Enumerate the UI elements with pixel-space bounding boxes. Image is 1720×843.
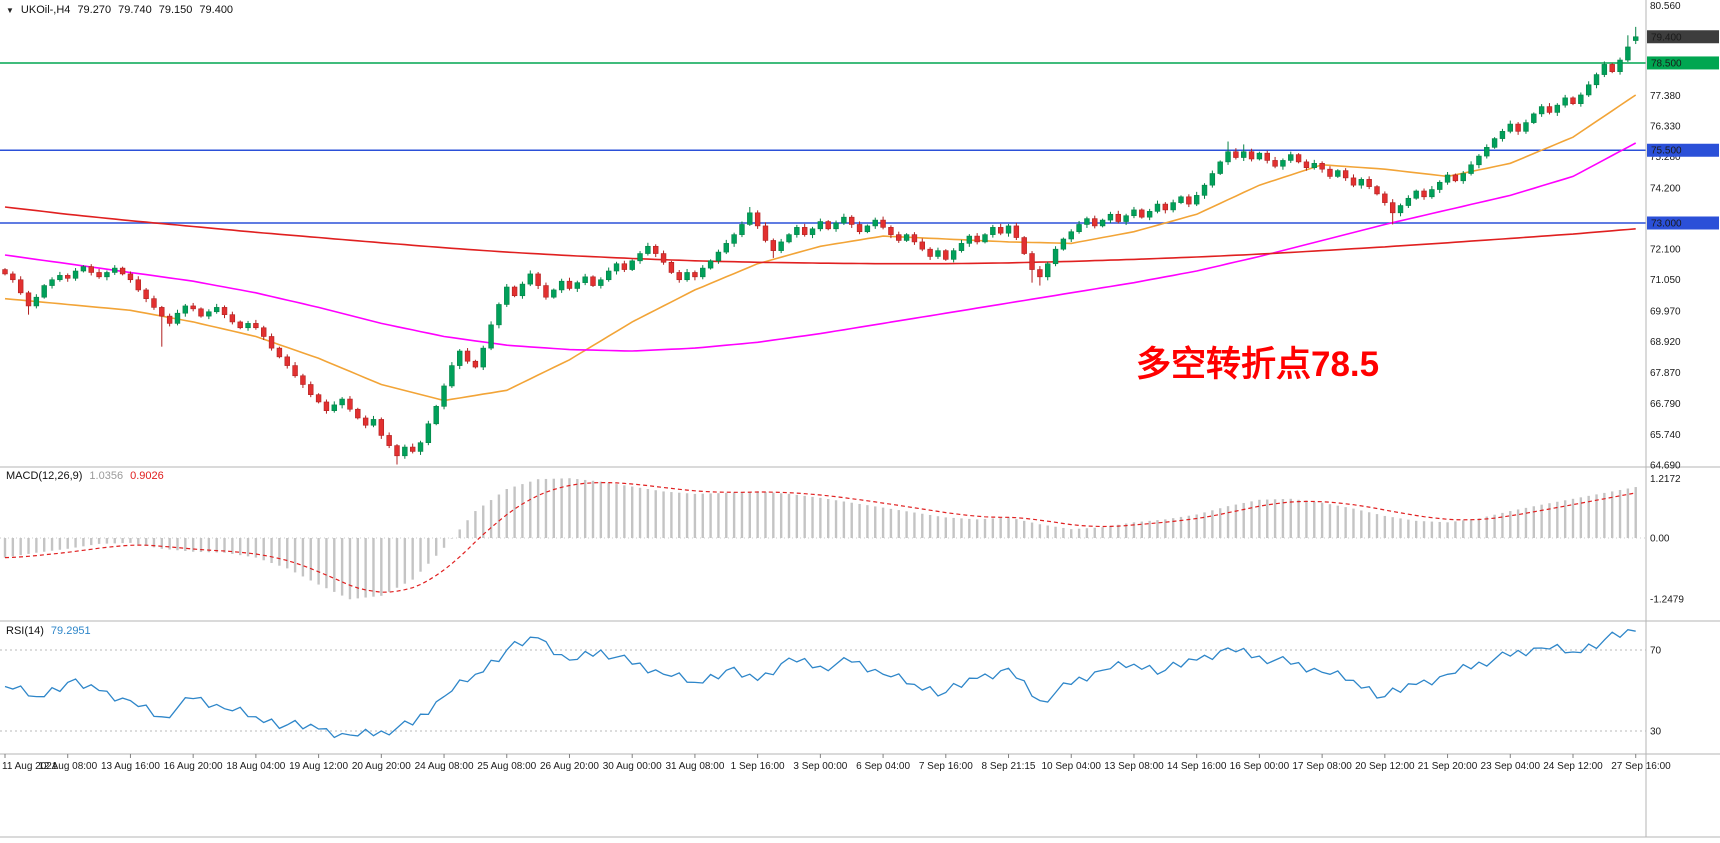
svg-text:7 Sep 16:00: 7 Sep 16:00 xyxy=(919,761,973,772)
svg-text:20 Aug 20:00: 20 Aug 20:00 xyxy=(352,761,411,772)
svg-text:70: 70 xyxy=(1650,646,1662,657)
svg-text:69.970: 69.970 xyxy=(1650,307,1681,318)
svg-text:31 Aug 08:00: 31 Aug 08:00 xyxy=(665,761,724,772)
svg-text:24 Aug 08:00: 24 Aug 08:00 xyxy=(415,761,474,772)
macd-name: MACD(12,26,9) xyxy=(6,470,83,482)
chart-annotation-text: 多空转折点78.5 xyxy=(1136,345,1380,384)
svg-text:75.280: 75.280 xyxy=(1650,152,1681,163)
price-axis: 80.560 77.380 76.330 75.280 74.200 72.100 71.0… xyxy=(1647,1,1719,471)
rsi-axis: 70 30 xyxy=(1650,646,1662,738)
macd-pane xyxy=(0,478,1646,600)
ohlc-open: 79.270 xyxy=(77,4,112,16)
svg-text:0.00: 0.00 xyxy=(1650,534,1670,545)
svg-text:30 Aug 00:00: 30 Aug 00:00 xyxy=(603,761,662,772)
svg-text:74.200: 74.200 xyxy=(1650,184,1681,195)
svg-text:66.790: 66.790 xyxy=(1650,399,1681,410)
svg-text:73.000: 73.000 xyxy=(1651,218,1682,229)
svg-text:12 Aug 08:00: 12 Aug 08:00 xyxy=(38,761,97,772)
rsi-value: 79.2951 xyxy=(50,625,91,637)
svg-text:21 Sep 20:00: 21 Sep 20:00 xyxy=(1418,761,1478,772)
svg-text:79.400: 79.400 xyxy=(1651,32,1682,43)
chart-ohlc-header: ▼ UKOil-,H4 79.270 79.740 79.150 79.400 xyxy=(6,4,233,16)
svg-text:27 Sep 16:00: 27 Sep 16:00 xyxy=(1611,761,1671,772)
svg-text:17 Sep 08:00: 17 Sep 08:00 xyxy=(1292,761,1352,772)
svg-text:13 Aug 16:00: 13 Aug 16:00 xyxy=(101,761,160,772)
candles[interactable] xyxy=(2,26,1639,465)
svg-text:16 Sep 00:00: 16 Sep 00:00 xyxy=(1230,761,1290,772)
svg-text:67.870: 67.870 xyxy=(1650,368,1681,379)
macd-indicator-label: MACD(12,26,9) 1.0356 0.9026 xyxy=(6,470,164,482)
rsi-line xyxy=(4,628,1636,739)
rsi-indicator-label: RSI(14) 79.2951 xyxy=(6,625,91,637)
svg-text:20 Sep 12:00: 20 Sep 12:00 xyxy=(1355,761,1415,772)
rsi-pane xyxy=(0,628,1646,739)
svg-text:-1.2479: -1.2479 xyxy=(1650,595,1684,606)
svg-text:24 Sep 12:00: 24 Sep 12:00 xyxy=(1543,761,1603,772)
svg-text:10 Sep 04:00: 10 Sep 04:00 xyxy=(1041,761,1101,772)
svg-text:3 Sep 00:00: 3 Sep 00:00 xyxy=(793,761,847,772)
svg-text:78.500: 78.500 xyxy=(1651,58,1682,69)
ma-magenta xyxy=(4,142,1637,352)
svg-text:25 Aug 08:00: 25 Aug 08:00 xyxy=(477,761,536,772)
rsi-name: RSI(14) xyxy=(6,625,44,637)
svg-text:30: 30 xyxy=(1650,727,1662,738)
macd-main-value: 1.0356 xyxy=(89,470,124,482)
ohlc-close: 79.400 xyxy=(199,4,234,16)
svg-text:16 Aug 20:00: 16 Aug 20:00 xyxy=(164,761,223,772)
chart-symbol-period: UKOil-,H4 xyxy=(20,4,71,16)
svg-text:19 Aug 12:00: 19 Aug 12:00 xyxy=(289,761,348,772)
ma-orange xyxy=(4,94,1637,402)
svg-text:76.330: 76.330 xyxy=(1650,122,1681,133)
svg-text:65.740: 65.740 xyxy=(1650,430,1681,441)
svg-text:80.560: 80.560 xyxy=(1650,1,1681,12)
ohlc-high: 79.740 xyxy=(118,4,152,16)
macd-axis: 1.2172 0.00 -1.2479 xyxy=(1650,474,1684,606)
ohlc-low: 79.150 xyxy=(158,4,193,16)
svg-text:14 Sep 16:00: 14 Sep 16:00 xyxy=(1167,761,1227,772)
svg-text:71.050: 71.050 xyxy=(1650,275,1681,286)
svg-text:18 Aug 04:00: 18 Aug 04:00 xyxy=(226,761,285,772)
svg-text:11 Aug 2021: 11 Aug 2021 xyxy=(2,761,58,772)
svg-text:72.100: 72.100 xyxy=(1650,245,1681,256)
svg-text:1.2172: 1.2172 xyxy=(1650,474,1681,485)
svg-text:77.380: 77.380 xyxy=(1650,91,1681,102)
svg-text:13 Sep 08:00: 13 Sep 08:00 xyxy=(1104,761,1164,772)
macd-signal-value: 0.9026 xyxy=(130,470,164,482)
svg-text:23 Sep 04:00: 23 Sep 04:00 xyxy=(1481,761,1541,772)
svg-text:1 Sep 16:00: 1 Sep 16:00 xyxy=(731,761,785,772)
svg-text:26 Aug 20:00: 26 Aug 20:00 xyxy=(540,761,599,772)
ma-red xyxy=(4,206,1636,265)
macd-signal-line xyxy=(4,482,1636,593)
svg-text:75.500: 75.500 xyxy=(1651,146,1682,157)
svg-text:6 Sep 04:00: 6 Sep 04:00 xyxy=(856,761,910,772)
moving-average-lines xyxy=(4,94,1637,402)
svg-text:64.690: 64.690 xyxy=(1650,460,1681,471)
svg-text:8 Sep 21:15: 8 Sep 21:15 xyxy=(982,761,1036,772)
svg-text:68.920: 68.920 xyxy=(1650,337,1681,348)
chart-dropdown-icon[interactable]: ▼ xyxy=(6,5,14,15)
